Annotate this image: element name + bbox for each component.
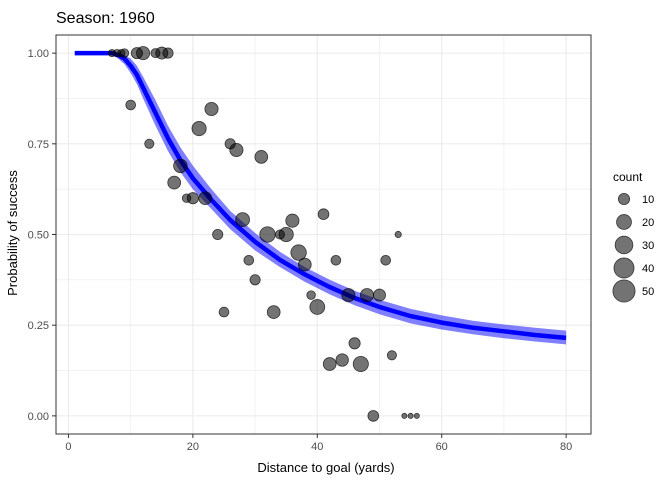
data-point: [204, 101, 219, 117]
data-point: [229, 142, 244, 158]
data-point: [285, 213, 300, 228]
y-tick-label: 0.00: [28, 411, 49, 423]
x-axis-title: Distance to goal (yards): [257, 460, 394, 475]
data-point: [386, 350, 397, 361]
legend-label: 50: [642, 286, 654, 298]
data-point: [186, 192, 199, 205]
y-tick-label: 0.50: [28, 230, 49, 242]
data-point: [401, 412, 408, 419]
data-point: [317, 208, 330, 221]
data-point: [290, 244, 307, 261]
data-point: [254, 150, 269, 164]
legend-label: 30: [642, 240, 654, 252]
data-point: [306, 290, 316, 300]
legend-key: [616, 214, 632, 230]
data-point: [373, 288, 386, 302]
x-tick-label: 20: [187, 441, 199, 453]
data-point: [125, 99, 136, 111]
y-axis-ticks: 0.00 0.25 0.50 0.75 1.00: [28, 48, 56, 423]
data-point: [407, 412, 414, 419]
data-point: [243, 254, 255, 266]
x-tick-label: 0: [65, 441, 71, 453]
data-point: [162, 47, 174, 59]
legend-label: 40: [642, 263, 654, 275]
data-point: [119, 48, 130, 58]
data-point: [259, 226, 276, 243]
data-point: [235, 212, 250, 227]
legend-key: [617, 192, 631, 206]
y-axis-title: Probability of success: [5, 170, 20, 296]
grid-lines: [56, 35, 591, 434]
data-point: [367, 410, 380, 422]
legend-key: [612, 279, 636, 303]
data-point: [218, 306, 230, 318]
fitted-curve: [74, 50, 567, 341]
legend-label: 10: [642, 194, 654, 206]
data-points: [107, 46, 420, 422]
data-point: [249, 274, 261, 286]
y-tick-label: 0.25: [28, 320, 49, 332]
legend-title: count: [613, 170, 643, 184]
data-point: [413, 412, 420, 419]
legend-key: [613, 257, 635, 279]
y-tick-label: 1.00: [28, 48, 49, 60]
legend-key: [614, 235, 634, 255]
data-point: [394, 230, 402, 239]
y-tick-label: 0.75: [28, 139, 49, 151]
data-point: [297, 257, 312, 272]
data-point: [341, 288, 356, 303]
data-point: [330, 254, 342, 266]
data-point: [359, 288, 375, 303]
data-point: [266, 305, 281, 319]
data-point: [348, 337, 361, 350]
x-tick-label: 80: [560, 441, 572, 453]
legend-entries: 10 20 30 40 50: [612, 192, 654, 303]
x-tick-label: 40: [311, 441, 323, 453]
data-point: [380, 254, 392, 266]
legend-label: 20: [642, 217, 654, 229]
data-point: [335, 353, 349, 367]
data-point: [144, 138, 155, 149]
confidence-ribbon: [74, 53, 567, 345]
chart-title: Season: 1960: [56, 10, 155, 27]
data-point: [191, 121, 207, 137]
size-legend: count 10 20 30 40 50: [612, 170, 654, 303]
data-point: [352, 355, 369, 373]
data-point: [212, 228, 224, 241]
data-point: [322, 357, 337, 371]
data-point: [309, 299, 326, 315]
x-tick-label: 60: [436, 441, 448, 453]
data-point: [173, 158, 188, 174]
data-point: [136, 46, 151, 61]
x-axis-ticks: 0 20 40 60 80: [65, 434, 572, 453]
data-point: [167, 175, 182, 190]
data-point: [278, 226, 294, 243]
data-point: [198, 191, 213, 206]
